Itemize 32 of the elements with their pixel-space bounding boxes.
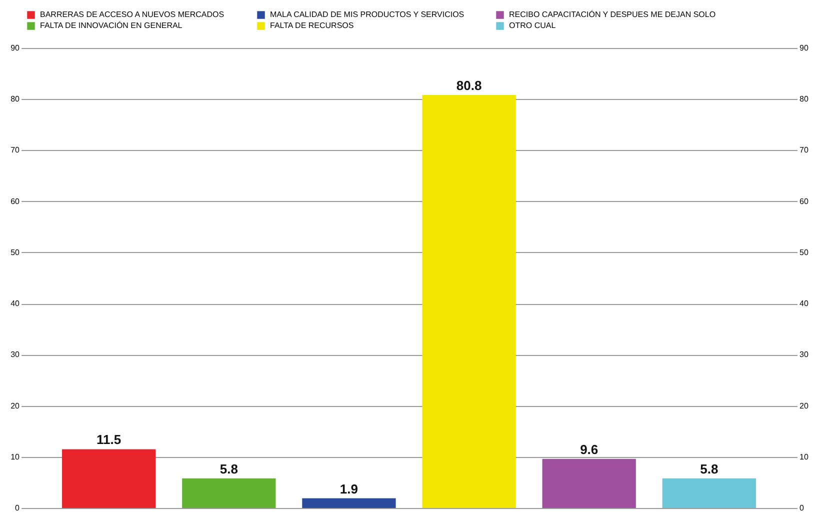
y2-tick-label: 20 — [800, 401, 809, 410]
y2-tick-label: 0 — [800, 504, 804, 512]
data-label: 80.8 — [456, 78, 482, 94]
legend-label: FALTA DE RECURSOS — [270, 21, 354, 30]
y-tick-label: 60 — [10, 196, 20, 206]
data-label: 5.8 — [700, 461, 718, 476]
y-tick-label: 80 — [10, 94, 20, 104]
legend-label: BARRERAS DE ACCESO A NUEVOS MERCADOS — [40, 10, 224, 19]
data-label: 1.9 — [340, 481, 358, 496]
y2-tick-label: 60 — [800, 196, 809, 206]
y-tick-label: 50 — [10, 248, 20, 257]
y2-tick-label: 90 — [800, 44, 809, 52]
y2-tick-label: 30 — [800, 350, 809, 360]
y2-tick-label: 40 — [800, 299, 809, 308]
legend-label: OTRO CUAL — [509, 21, 556, 30]
y-tick-label: 30 — [10, 350, 20, 360]
y-tick-label: 20 — [10, 401, 20, 410]
y-tick-label: 70 — [10, 146, 20, 155]
data-label: 5.8 — [220, 461, 238, 476]
y-tick-label: 10 — [10, 452, 20, 462]
legend-label: MALA CALIDAD DE MIS PRODUCTOS Y SERVICIOS — [270, 10, 464, 19]
legend-label: FALTA DE INNOVACIÓN EN GENERAL — [40, 21, 183, 30]
y-tick-label: 40 — [10, 299, 20, 308]
y2-tick-label: 10 — [800, 452, 809, 462]
data-label: 11.5 — [96, 432, 122, 448]
legend-label: RECIBO CAPACITACIÓN Y DESPUES ME DEJAN SOLO — [509, 10, 716, 19]
y-tick-label: 0 — [15, 504, 20, 512]
y2-tick-label: 50 — [800, 248, 809, 257]
data-label: 9.6 — [580, 442, 598, 457]
y-tick-label: 90 — [10, 44, 20, 52]
y2-tick-label: 80 — [800, 94, 809, 104]
y2-tick-label: 70 — [800, 146, 809, 155]
